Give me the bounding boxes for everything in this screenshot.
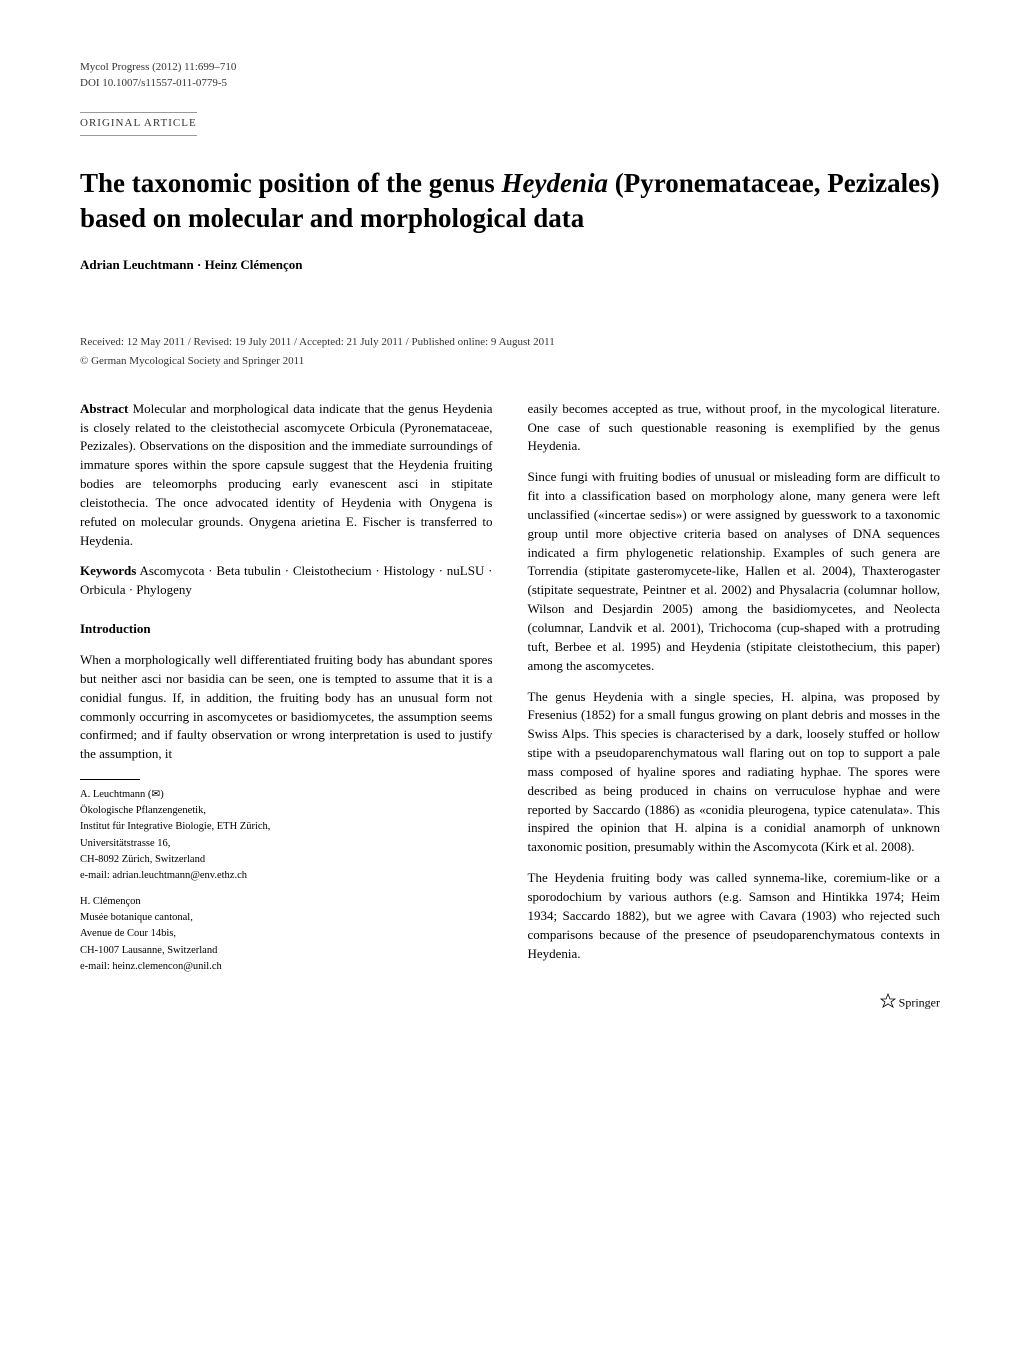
right-paragraph-4: The Heydenia fruiting body was called sy… [528, 869, 941, 963]
keywords-text: Ascomycota · Beta tubulin · Cleistotheci… [80, 563, 493, 597]
author-2-name: H. Clémençon [80, 895, 493, 909]
footnote-separator [80, 779, 140, 780]
article-title: The taxonomic position of the genus Heyd… [80, 166, 940, 236]
right-paragraph-1: easily becomes accepted as true, without… [528, 400, 941, 457]
title-genus-italic: Heydenia [502, 168, 608, 198]
copyright-line: © German Mycological Society and Springe… [80, 354, 940, 370]
publication-dates: Received: 12 May 2011 / Revised: 19 July… [80, 335, 940, 351]
author-1-block: A. Leuchtmann (✉) Ökologische Pflanzenge… [80, 788, 493, 883]
authors: Adrian Leuchtmann · Heinz Clémençon [80, 256, 940, 275]
author-1-email: e-mail: adrian.leuchtmann@env.ethz.ch [80, 869, 493, 883]
doi: DOI 10.1007/s11557-011-0779-5 [80, 76, 940, 92]
keywords-paragraph: Keywords Ascomycota · Beta tubulin · Cle… [80, 562, 493, 600]
abstract-text: Molecular and morphological data indicat… [80, 401, 493, 548]
author-2-email: e-mail: heinz.clemencon@unil.ch [80, 960, 493, 974]
author-1-affil-3: Universitätstrasse 16, [80, 837, 493, 851]
author-1-affil-4: CH-8092 Zürich, Switzerland [80, 853, 493, 867]
right-paragraph-2: Since fungi with fruiting bodies of unus… [528, 468, 941, 675]
title-part-1: The taxonomic position of the genus [80, 168, 502, 198]
keywords-label: Keywords [80, 563, 136, 578]
springer-logo-icon [880, 993, 896, 1014]
author-2-affil-2: Avenue de Cour 14bis, [80, 927, 493, 941]
intro-paragraph-1: When a morphologically well differentiat… [80, 651, 493, 764]
header-meta: Mycol Progress (2012) 11:699–710 DOI 10.… [80, 60, 940, 92]
introduction-heading: Introduction [80, 620, 493, 639]
author-1-affil-2: Institut für Integrative Biologie, ETH Z… [80, 820, 493, 834]
abstract-paragraph: Abstract Molecular and morphological dat… [80, 400, 493, 551]
author-2-block: H. Clémençon Musée botanique cantonal, A… [80, 895, 493, 974]
author-2-affil-1: Musée botanique cantonal, [80, 911, 493, 925]
section-label: ORIGINAL ARTICLE [80, 112, 197, 136]
springer-text: Springer [899, 996, 940, 1010]
author-2-affil-3: CH-1007 Lausanne, Switzerland [80, 944, 493, 958]
right-paragraph-3: The genus Heydenia with a single species… [528, 688, 941, 858]
footnotes-block: A. Leuchtmann (✉) Ökologische Pflanzenge… [80, 788, 493, 974]
author-1-name: A. Leuchtmann (✉) [80, 788, 493, 802]
left-column: Abstract Molecular and morphological dat… [80, 400, 493, 1015]
abstract-label: Abstract [80, 401, 128, 416]
two-column-layout: Abstract Molecular and morphological dat… [80, 400, 940, 1015]
journal-reference: Mycol Progress (2012) 11:699–710 [80, 60, 940, 76]
right-column: easily becomes accepted as true, without… [528, 400, 941, 1015]
springer-footer: Springer [528, 993, 941, 1014]
author-1-affil-1: Ökologische Pflanzengenetik, [80, 804, 493, 818]
